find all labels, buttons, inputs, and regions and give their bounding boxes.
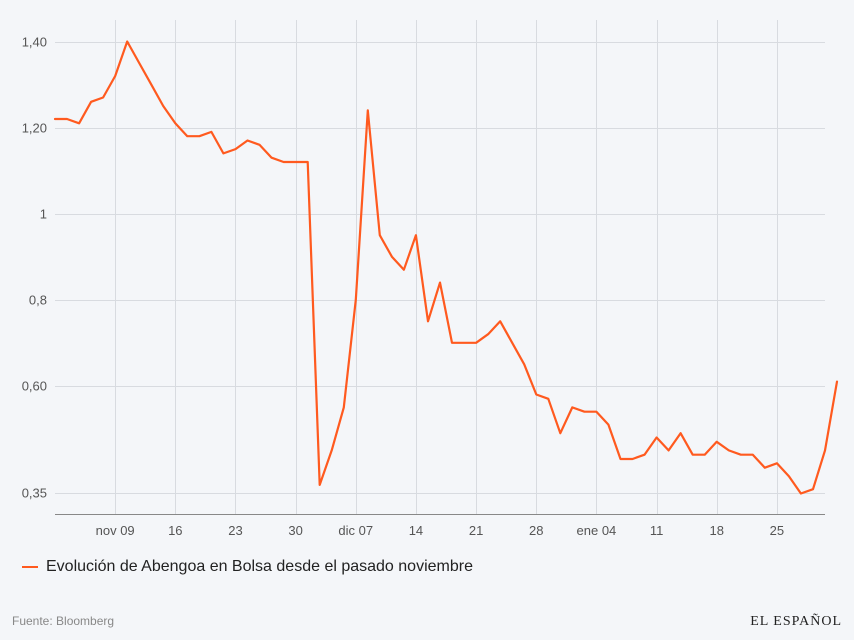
publisher-brand: EL ESPAÑOL	[750, 614, 842, 630]
chart-legend: Evolución de Abengoa en Bolsa desde el p…	[22, 558, 473, 576]
x-axis-label: 21	[469, 523, 483, 538]
chart-line-series	[55, 20, 825, 515]
x-axis-label: 25	[770, 523, 784, 538]
legend-label: Evolución de Abengoa en Bolsa desde el p…	[46, 558, 473, 576]
y-axis-label: 1,40	[22, 34, 47, 49]
y-axis-label: 1	[40, 206, 47, 221]
line-chart: 1,401,2010,80,600,35 nov 09162330dic 071…	[55, 20, 825, 515]
x-axis-label: 18	[709, 523, 723, 538]
x-axis-label: 30	[288, 523, 302, 538]
legend-color-swatch	[22, 566, 38, 568]
x-axis-label: nov 09	[96, 523, 135, 538]
x-axis-label: dic 07	[338, 523, 373, 538]
y-axis-label: 0,8	[29, 292, 47, 307]
x-axis-label: 23	[228, 523, 242, 538]
y-axis-label: 0,35	[22, 486, 47, 501]
x-axis-label: ene 04	[577, 523, 617, 538]
chart-source: Fuente: Bloomberg	[12, 614, 114, 628]
x-axis-label: 14	[409, 523, 423, 538]
x-axis-label: 28	[529, 523, 543, 538]
x-axis-label: 16	[168, 523, 182, 538]
x-axis-label: 11	[650, 523, 664, 538]
y-axis-label: 0,60	[22, 378, 47, 393]
y-axis-label: 1,20	[22, 120, 47, 135]
